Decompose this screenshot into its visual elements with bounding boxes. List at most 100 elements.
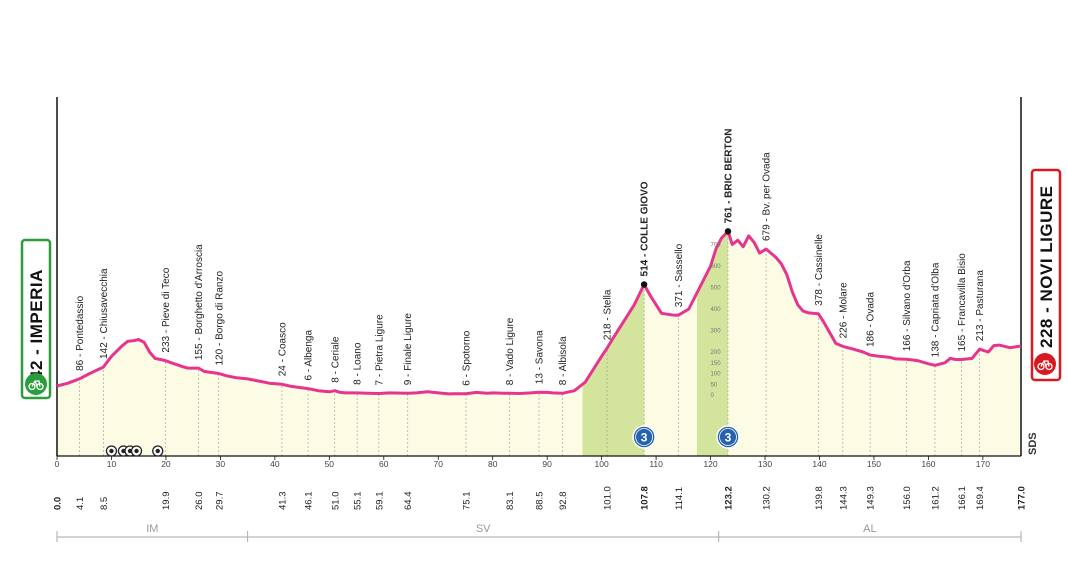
finish-badge: 228 - NOVI LIGURE bbox=[1030, 168, 1062, 382]
location-label: 86 - Pontedassio bbox=[75, 295, 86, 370]
x-tick-label: 150 bbox=[867, 459, 881, 469]
km-label: 92.8 bbox=[558, 492, 569, 511]
km-label: 19.9 bbox=[161, 492, 172, 511]
location-label: 7 - Pietra Ligure bbox=[374, 314, 385, 386]
profile-fill bbox=[57, 231, 1021, 456]
km-label: 149.3 bbox=[866, 486, 877, 510]
km-labels: 4.1 8.5 19.9 26.0 29.7 41.3 46.1 51.0 55.1 59.1 64… bbox=[53, 486, 1028, 510]
region-label: IM bbox=[146, 523, 158, 535]
x-tick-label: 30 bbox=[216, 459, 226, 469]
x-tick-label: 10 bbox=[107, 459, 117, 469]
km-start-label: 0.0 bbox=[53, 497, 64, 510]
km-label: 59.1 bbox=[374, 492, 385, 511]
location-label: 6 - Spotorno bbox=[462, 330, 473, 385]
km-label: 4.1 bbox=[75, 497, 86, 510]
altitude-tick-label: 600 bbox=[711, 264, 722, 270]
km-label: 88.5 bbox=[535, 492, 546, 511]
climb-badge-ring bbox=[635, 428, 654, 446]
km-end-label: 177.0 bbox=[1017, 486, 1028, 510]
km-label: 156.0 bbox=[902, 486, 913, 510]
summit-dot bbox=[724, 228, 732, 235]
climb-category-icon: 3 bbox=[632, 425, 656, 449]
km-label: 41.3 bbox=[277, 492, 288, 511]
location-label: 166 - Silvano d'Orba bbox=[902, 260, 913, 351]
location-label: 371 - Sassello bbox=[674, 243, 685, 307]
bullseye-icon bbox=[130, 445, 143, 457]
km-label: 101.0 bbox=[603, 486, 614, 510]
altitude-tick-label: 700 bbox=[711, 243, 722, 249]
location-label: 761 - BRIC BERTON bbox=[723, 129, 734, 224]
location-label: 8 - Albisola bbox=[558, 336, 569, 385]
km-label: 123.2 bbox=[723, 486, 734, 510]
location-label: 226 - Molare bbox=[838, 282, 849, 339]
location-labels: 86 - Pontedassio 142 - Chiusavecchia 233 -… bbox=[75, 129, 986, 386]
x-tick-label: 70 bbox=[434, 459, 444, 469]
altitude-tick-label: 50 bbox=[711, 382, 718, 388]
km-label: 26.0 bbox=[194, 492, 205, 511]
location-label: 8 - Loano bbox=[353, 342, 364, 385]
location-label: 165 - Francavilla Bisio bbox=[957, 253, 968, 352]
svg-text:42 - IMPERIA: 42 - IMPERIA bbox=[27, 269, 46, 380]
climb-fill-1 bbox=[582, 284, 645, 456]
marker-dot bbox=[109, 448, 114, 454]
climb-fill-2 bbox=[696, 231, 728, 456]
region-label: AL bbox=[863, 523, 876, 535]
bullseye-icon bbox=[152, 445, 164, 457]
x-tick-label: 0 bbox=[55, 459, 60, 469]
x-tick-label: 80 bbox=[488, 459, 498, 469]
location-label: 8 - Vado Ligure bbox=[505, 317, 516, 385]
location-label: 13 - Savona bbox=[535, 330, 546, 384]
climb-badge-circle bbox=[632, 425, 656, 449]
marker-dot bbox=[134, 448, 139, 454]
profile-polyline bbox=[56, 229, 1022, 396]
km-label: 8.5 bbox=[99, 497, 110, 510]
location-label: 218 - Stella bbox=[603, 289, 614, 340]
x-tick-label: 140 bbox=[812, 459, 826, 469]
marker-dot bbox=[155, 448, 160, 454]
x-axis: 0 10 20 30 40 50 60 70 80 90 100 110 120 130 140 150 160… bbox=[55, 455, 1021, 469]
start-badge: 42 - IMPERIA bbox=[20, 238, 52, 400]
altitude-tick-label: 300 bbox=[711, 329, 722, 335]
x-tick-label: 50 bbox=[325, 459, 335, 469]
km-label: 130.2 bbox=[762, 486, 773, 510]
x-tick-label: 110 bbox=[649, 459, 663, 469]
altitude-tick-label: 0 bbox=[711, 393, 715, 399]
km-label: 55.1 bbox=[353, 492, 364, 511]
location-label: 6 - Albenga bbox=[304, 330, 315, 381]
finish-name: NOVI LIGURE bbox=[1037, 186, 1056, 302]
location-label: 120 - Borgo di Ranzo bbox=[214, 271, 225, 366]
km-label: 161.2 bbox=[930, 486, 941, 510]
location-label: 186 - Ovada bbox=[866, 292, 877, 347]
location-label: 514 - COLLE GIOVO bbox=[640, 181, 651, 276]
profile-line bbox=[56, 229, 1022, 396]
km-label: 114.1 bbox=[674, 487, 685, 510]
summit-dot bbox=[640, 281, 648, 288]
x-tick-label: 160 bbox=[921, 459, 935, 469]
finish-altitude: 228 bbox=[1037, 318, 1056, 348]
location-label: 155 - Borghetto d'Arroscia bbox=[194, 244, 205, 360]
altitude-tick-label: 100 bbox=[711, 372, 722, 378]
km-label: 75.1 bbox=[462, 492, 473, 511]
km-label: 139.8 bbox=[814, 486, 825, 510]
x-tick-label: 20 bbox=[161, 459, 171, 469]
region-bar: IM SV AL bbox=[56, 523, 1022, 542]
altitude-tick-label: 200 bbox=[711, 350, 722, 356]
location-label: 233 - Pieve di Teco bbox=[161, 267, 172, 352]
altitude-tick-label: 400 bbox=[711, 307, 722, 313]
km-label: 51.0 bbox=[330, 492, 341, 511]
km-label: 83.1 bbox=[505, 492, 516, 511]
km-label: 144.3 bbox=[838, 486, 849, 510]
x-tick-label: 90 bbox=[542, 459, 552, 469]
climb-category-label: 3 bbox=[725, 431, 732, 445]
svg-text:228 - NOVI LIGURE: 228 - NOVI LIGURE bbox=[1037, 186, 1056, 349]
x-tick-label: 100 bbox=[595, 459, 609, 469]
climb-badge-circle bbox=[716, 425, 740, 449]
x-tick-label: 120 bbox=[703, 459, 717, 469]
region-label: SV bbox=[476, 523, 491, 535]
location-label: 24 - Coasco bbox=[277, 322, 288, 376]
location-label: 378 - Cassinelle bbox=[814, 234, 825, 306]
km-label: 166.1 bbox=[957, 486, 968, 510]
